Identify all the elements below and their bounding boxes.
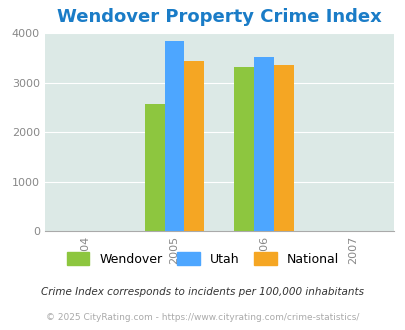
Title: Wendover Property Crime Index: Wendover Property Crime Index	[57, 8, 381, 26]
Bar	[164, 41, 184, 231]
Text: © 2025 CityRating.com - https://www.cityrating.com/crime-statistics/: © 2025 CityRating.com - https://www.city…	[46, 313, 359, 322]
Bar	[184, 61, 204, 231]
Bar	[254, 57, 273, 231]
Bar	[234, 67, 254, 231]
Text: Crime Index corresponds to incidents per 100,000 inhabitants: Crime Index corresponds to incidents per…	[41, 287, 364, 297]
Bar	[145, 104, 164, 231]
Legend: Wendover, Utah, National: Wendover, Utah, National	[62, 247, 343, 271]
Bar	[273, 65, 293, 231]
